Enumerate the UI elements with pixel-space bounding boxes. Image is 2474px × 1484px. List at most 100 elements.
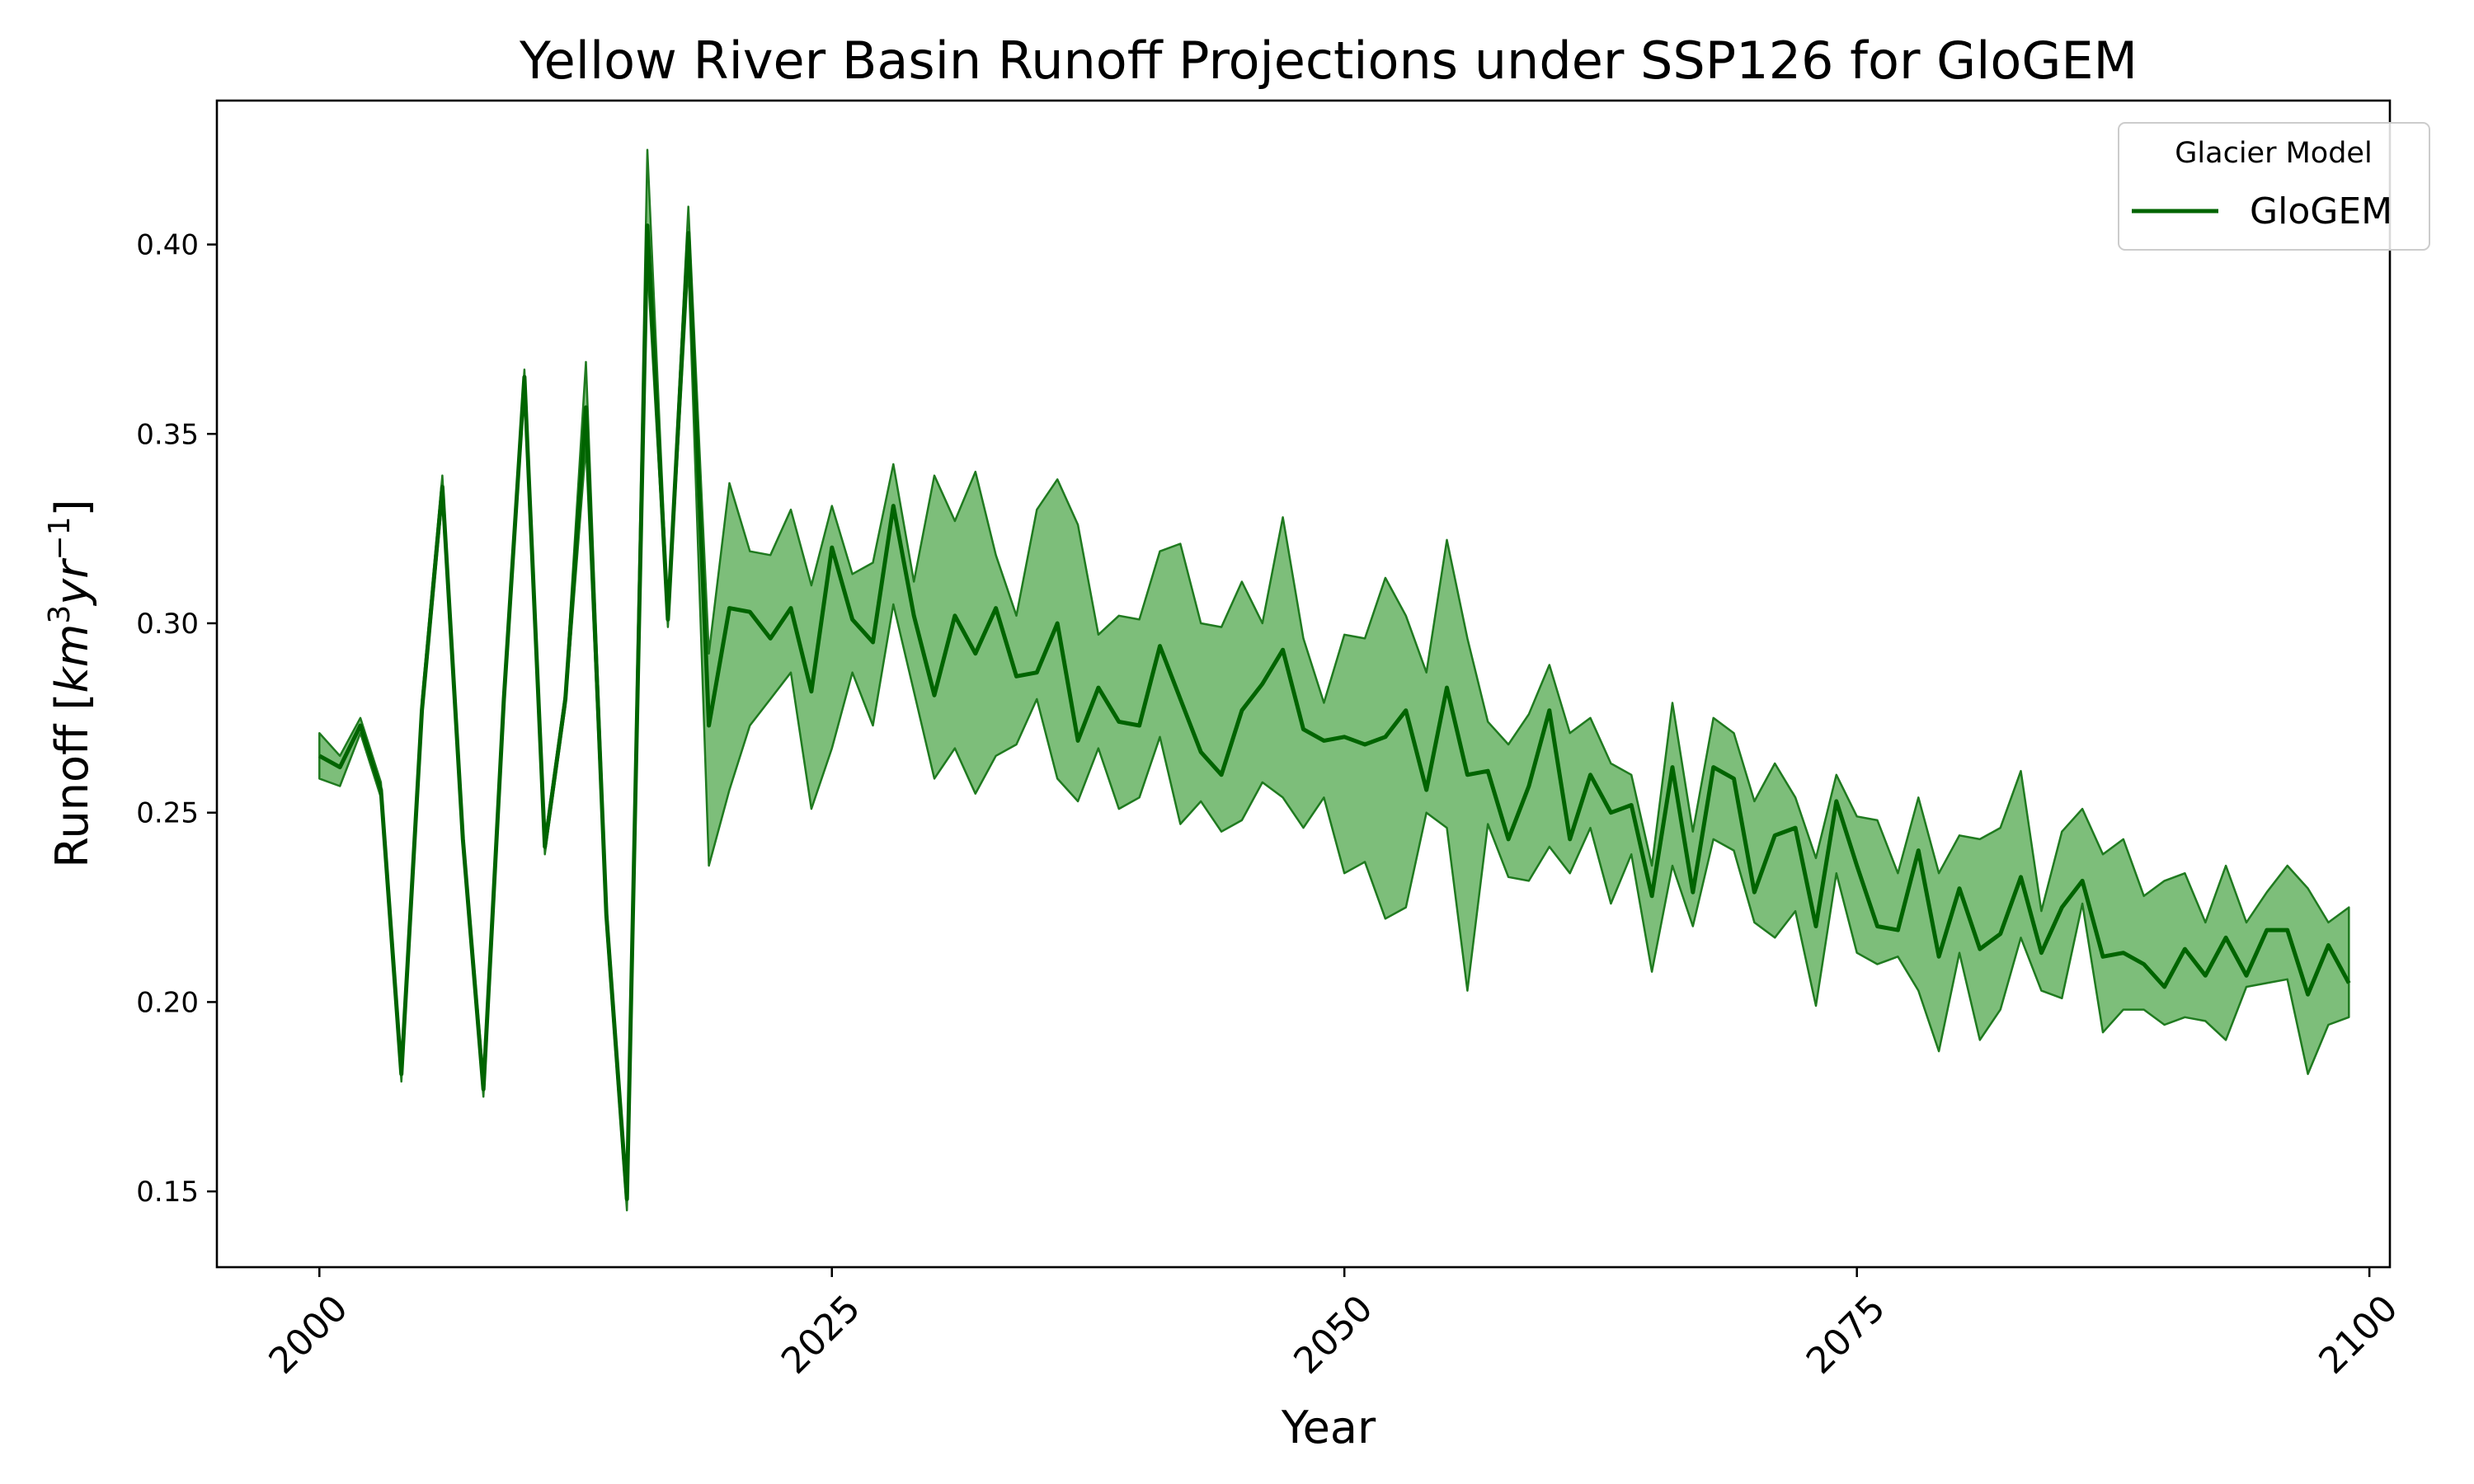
legend-box [2118,122,2430,251]
y-axis-label-main: Runoff [ [46,693,98,868]
data-point [1075,738,1080,743]
data-point [1219,773,1224,777]
data-point [1096,685,1101,690]
data-point [1732,776,1737,781]
data-point [1281,647,1286,652]
legend-title: Glacier Model [2175,137,2372,170]
data-point [1834,799,1839,804]
data-point [460,837,465,842]
data-point [788,606,793,611]
data-point [337,765,342,770]
data-point [686,231,691,236]
data-point [994,606,999,611]
data-point [501,697,506,702]
y-tick-label: 0.25 [136,797,199,830]
y-tick-label: 0.40 [136,229,199,262]
data-point [440,485,444,490]
data-point [1916,848,1921,853]
data-point [624,1196,629,1201]
data-point [543,844,548,849]
legend: Glacier Model GloGEM [2118,122,2430,251]
data-point [2162,984,2167,989]
data-point [1813,924,1818,929]
data-point [1649,894,1654,899]
series-line-glogem [318,223,2351,1201]
data-point [358,723,363,728]
data-point [768,636,773,641]
data-point [1485,768,1490,773]
data-point [1178,697,1183,702]
data-point [1875,924,1880,929]
data-point [1383,735,1388,740]
data-point [2306,992,2311,997]
data-point [1445,685,1450,690]
y-axis-label-unit-exponent-1: 3 [43,605,77,624]
data-point [2223,935,2228,940]
data-point [1014,674,1019,679]
data-point [1588,773,1593,777]
data-point [2326,943,2331,948]
data-point [1465,773,1470,777]
y-axis-label-close: ] [46,499,98,516]
data-point [1137,723,1142,728]
data-point [317,754,322,758]
data-point [973,651,978,656]
plot-area [317,148,2351,1212]
data-point [1055,621,1060,626]
data-point [1670,765,1675,770]
data-point [1895,928,1900,932]
data-point [645,223,650,228]
data-point [932,693,937,697]
data-point [1404,708,1409,713]
data-point [1321,738,1326,743]
data-point [1629,803,1634,808]
data-point [420,708,425,713]
data-point [1239,708,1244,713]
data-point [2142,962,2147,967]
data-point [1526,784,1531,789]
data-point [1342,735,1347,740]
data-point [399,1072,404,1077]
data-point [891,504,896,509]
x-axis-label: Year [1281,1402,1376,1453]
data-point [1772,833,1777,838]
data-point [2100,954,2105,959]
y-tick-label: 0.35 [136,418,199,451]
chart-title: Yellow River Basin Runoff Projections un… [519,31,2138,91]
data-point [584,405,589,410]
data-point [2080,878,2085,883]
data-point [1936,954,1941,959]
data-point [604,913,609,918]
data-point [727,606,732,611]
data-point [2059,905,2064,910]
data-point [850,617,855,622]
data-point [1424,787,1429,792]
legend-label-glogem: GloGEM [2250,190,2392,232]
data-point [1547,708,1552,713]
data-point [1608,810,1613,815]
data-point [952,613,957,618]
data-point [1301,727,1306,732]
plot-frame [215,99,2392,1269]
data-point [1117,719,1122,724]
y-tick-label: 0.20 [136,986,199,1019]
data-point [2182,946,2187,951]
data-point [1793,825,1798,830]
data-point [1568,837,1573,842]
data-point [1855,863,1860,868]
data-point [1957,886,1962,891]
data-point [1752,890,1757,895]
y-axis: 0.15 0.20 0.25 0.30 0.35 0.40 [136,229,217,1209]
data-point [871,640,876,645]
data-point [911,613,916,618]
data-point [1362,742,1367,747]
data-point [379,787,383,792]
data-point [1691,890,1696,895]
data-point [2019,875,2024,880]
y-axis-label-unit-mid: yr [46,558,98,607]
data-point [522,374,527,379]
data-point [707,723,712,728]
data-point [1998,932,2003,937]
y-axis-label-unit-exponent-2: −1 [43,517,77,561]
